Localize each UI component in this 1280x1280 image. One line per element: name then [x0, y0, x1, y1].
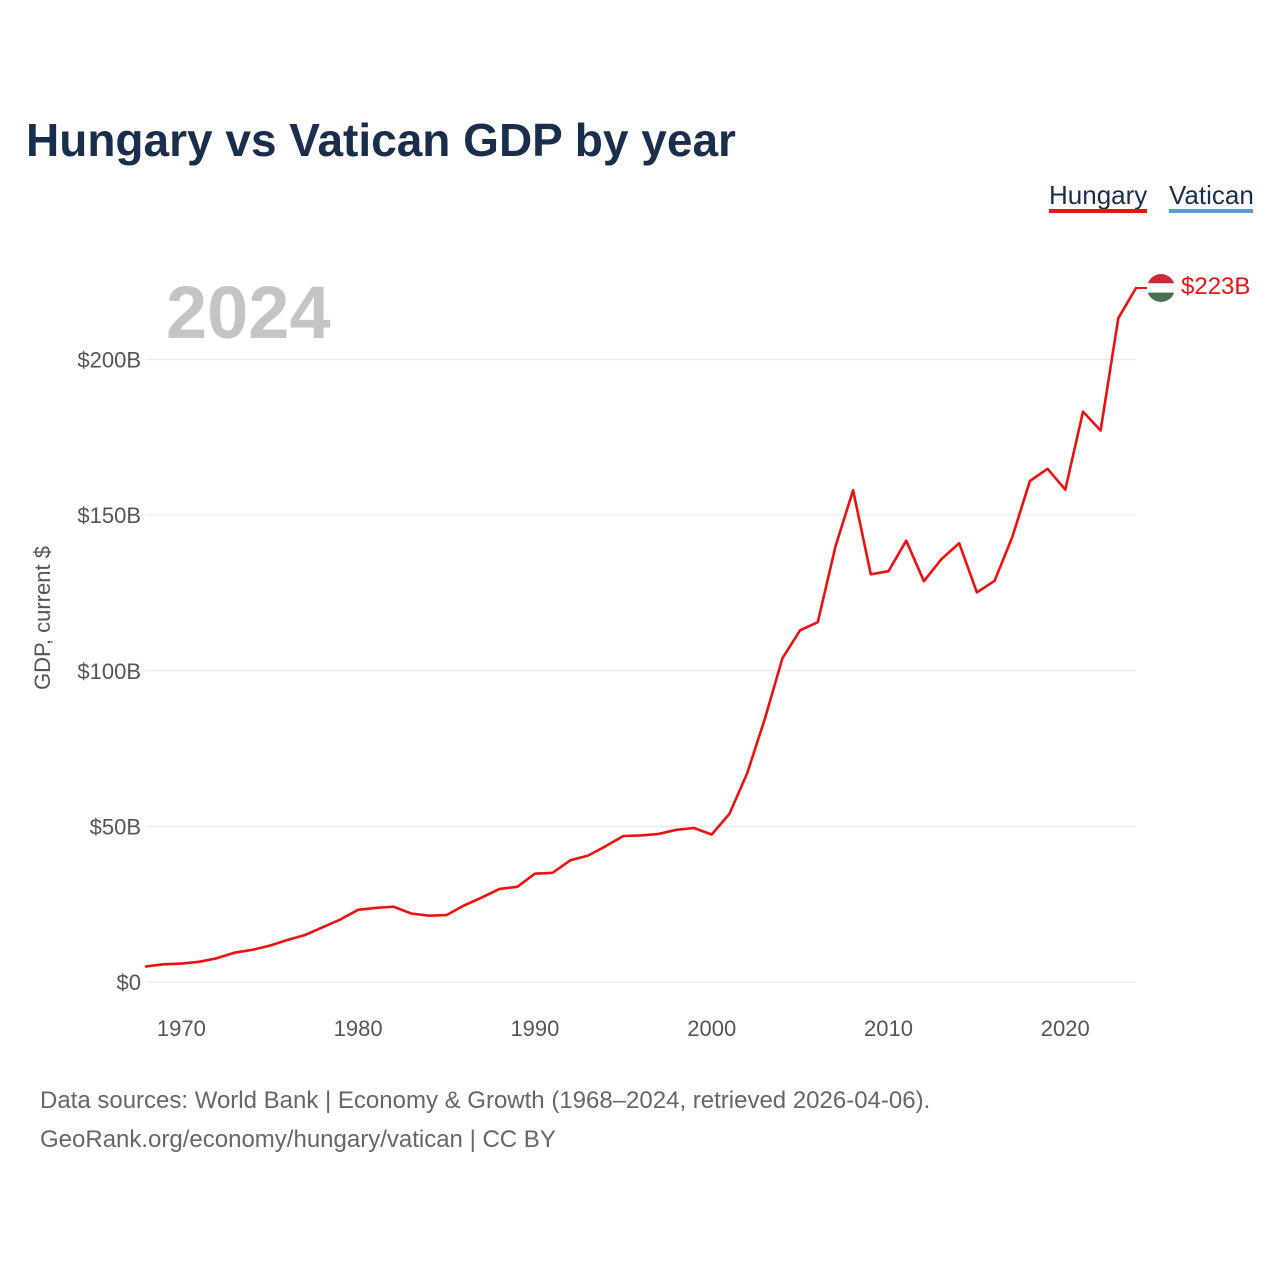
hungary-end-marker: $223B: [1136, 273, 1250, 302]
y-tick-label: $0: [117, 970, 141, 995]
y-axis-label: GDP, current $: [30, 546, 55, 690]
legend-label-vatican: Vatican: [1169, 180, 1254, 210]
series-line-hungary: [144, 286, 1138, 968]
source-line-1: Data sources: World Bank | Economy & Gro…: [40, 1087, 930, 1114]
x-tick-label: 1990: [510, 1016, 559, 1041]
legend: Hungary Vatican: [1049, 180, 1254, 213]
y-tick-label: $150B: [77, 503, 141, 528]
x-tick-label: 1970: [157, 1016, 206, 1041]
legend-item-vatican[interactable]: Vatican: [1169, 180, 1254, 213]
source-line-2[interactable]: GeoRank.org/economy/hungary/vatican | CC…: [40, 1126, 556, 1153]
legend-swatch-vatican: [1169, 209, 1253, 213]
y-tick-label: $200B: [77, 348, 141, 373]
y-gridlines: [146, 359, 1136, 983]
x-tick-label: 2020: [1041, 1016, 1090, 1041]
hungary-flag-icon: [1147, 274, 1175, 302]
hungary-end-value-label: $223B: [1181, 273, 1250, 300]
x-tick-label: 2010: [864, 1016, 913, 1041]
series-layer: [144, 286, 1138, 968]
legend-swatch-hungary: [1049, 209, 1147, 213]
chart-title: Hungary vs Vatican GDP by year: [26, 114, 736, 166]
y-tick-label: $50B: [90, 814, 141, 839]
legend-item-hungary[interactable]: Hungary: [1049, 180, 1147, 213]
legend-label-hungary: Hungary: [1049, 180, 1147, 210]
y-axis-ticks: $0 $50B $100B $150B $200B: [77, 348, 141, 995]
x-tick-label: 2000: [687, 1016, 736, 1041]
x-axis-ticks: 1970 1980 1990 2000 2010 2020: [157, 1016, 1090, 1041]
y-tick-label: $100B: [77, 659, 141, 684]
current-year-label: 2024: [166, 271, 331, 354]
x-tick-label: 1980: [334, 1016, 383, 1041]
